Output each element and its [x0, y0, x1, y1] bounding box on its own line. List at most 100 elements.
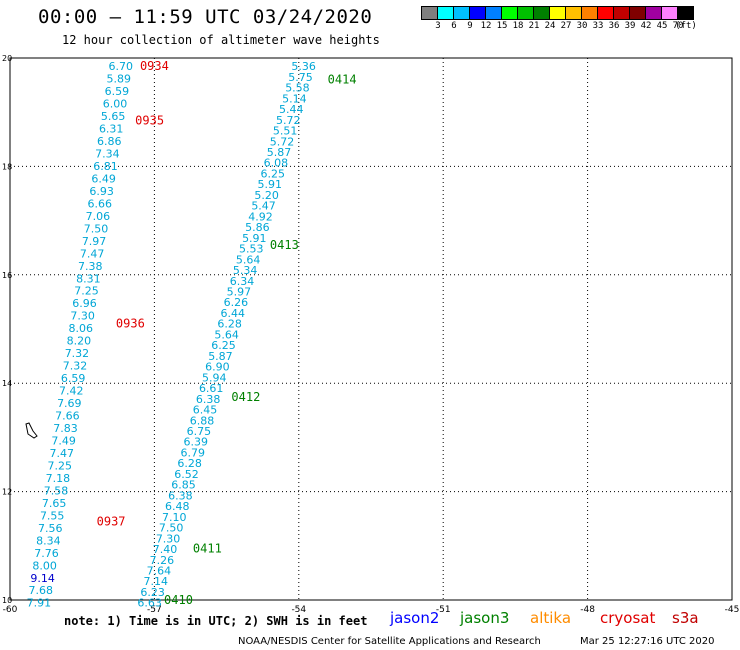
- wave-height-value: 7.25: [48, 459, 73, 472]
- map-frame: [9, 57, 733, 601]
- wave-height-value: 6.75: [187, 425, 212, 438]
- wave-height-value: 7.91: [27, 597, 52, 610]
- wave-height-value: 6.39: [184, 436, 209, 449]
- wave-height-value: 5.97: [227, 285, 252, 298]
- wave-height-value: 7.58: [44, 484, 69, 497]
- color-scale-bar: [421, 6, 694, 20]
- color-scale-label: 21: [528, 21, 540, 31]
- wave-height-value: 7.64: [147, 565, 172, 578]
- wave-height-value: 8.31: [76, 272, 101, 285]
- wave-height-value: 6.00: [103, 98, 128, 111]
- wave-height-value: 8.06: [68, 322, 93, 335]
- lon-tick-label: -45: [725, 605, 740, 615]
- wave-height-value: 5.51: [273, 125, 298, 138]
- pass-time-label: 0934: [140, 59, 169, 73]
- wave-height-value: 6.90: [205, 361, 230, 374]
- wave-height-value: 7.42: [59, 385, 84, 398]
- wave-height-value: 7.68: [29, 584, 54, 597]
- color-scale-labels: 3 6 9 12 15 18 21 24 27 30 33 36 39 42 45 70 (ft): [422, 21, 740, 33]
- generated-timestamp: Mar 25 12:27:16 UTC 2020: [580, 636, 715, 647]
- wave-height-value: 5.20: [254, 189, 279, 202]
- wave-height-value: 6.28: [177, 457, 202, 470]
- wave-height-value: 7.65: [42, 497, 67, 510]
- satellite-legend-item-altika: altika: [530, 609, 572, 627]
- wave-height-value: 6.25: [261, 167, 286, 180]
- color-scale-label: 6: [451, 21, 457, 31]
- wave-height-value: 7.50: [84, 222, 109, 235]
- wave-height-value: 5.91: [242, 232, 267, 245]
- wave-height-value: 5.64: [214, 328, 239, 341]
- wave-height-value: 6.45: [193, 404, 218, 417]
- color-scale-label: 18: [512, 21, 524, 31]
- page-title: 00:00 – 11:59 UTC 03/24/2020: [38, 6, 373, 28]
- wave-height-value: 7.32: [63, 360, 88, 373]
- wave-height-value: 6.44: [221, 307, 246, 320]
- wave-height-value: 7.30: [156, 532, 181, 545]
- wave-height-value: 6.34: [230, 275, 255, 288]
- lon-tick-label: -57: [147, 605, 162, 615]
- wave-height-value: 6.88: [190, 414, 215, 427]
- wave-height-value: 7.06: [86, 210, 111, 223]
- wave-height-value: 6.61: [199, 382, 224, 395]
- wave-height-value: 6.52: [174, 468, 199, 481]
- wave-height-value: 5.75: [288, 71, 313, 84]
- lat-tick-label: 20: [2, 54, 12, 63]
- wave-height-value: 6.59: [61, 372, 86, 385]
- wave-height-value: 5.64: [236, 253, 261, 266]
- lat-tick-label: 16: [2, 271, 12, 280]
- wave-height-value: 7.10: [162, 511, 187, 524]
- wave-height-value: 5.91: [257, 178, 282, 191]
- wave-height-value: 4.92: [248, 210, 273, 223]
- wave-height-value: 8.20: [67, 335, 92, 348]
- wave-height-value: 5.72: [270, 135, 295, 148]
- pass-time-label: 0936: [116, 317, 145, 331]
- units-note: note: 1) Time is in UTC; 2) SWH is in fe…: [64, 614, 368, 628]
- pass-time-label: 0410: [164, 593, 193, 607]
- color-scale-label: 24: [544, 21, 556, 31]
- wave-height-value: 6.86: [97, 135, 122, 148]
- wave-height-value: 5.53: [239, 243, 264, 256]
- wave-height-value: 6.38: [168, 489, 193, 502]
- color-scale-label: 27: [560, 21, 572, 31]
- wave-height-value: 5.89: [107, 73, 132, 86]
- wave-height-value: 7.50: [159, 522, 184, 535]
- color-scale-label: 36: [608, 21, 620, 31]
- color-scale-label: 70: [672, 21, 684, 31]
- wave-height-value: 5.86: [245, 221, 270, 234]
- lon-tick-label: -51: [436, 605, 451, 615]
- wave-height-value: 7.14: [143, 575, 168, 588]
- wave-height-value: 6.96: [72, 297, 97, 310]
- wave-height-value: 5.36: [291, 60, 316, 73]
- wave-height-value: 6.66: [88, 197, 113, 210]
- lon-tick-label: -48: [580, 605, 595, 615]
- wave-height-value: 5.87: [267, 146, 292, 159]
- pass-time-label: 0412: [231, 390, 260, 404]
- wave-height-value: 7.49: [51, 434, 76, 447]
- pass-time-label: 0414: [328, 73, 357, 87]
- lat-tick-label: 10: [2, 596, 12, 605]
- wave-height-value: 6.25: [211, 339, 236, 352]
- pass-time-label: 0935: [135, 113, 164, 127]
- wave-height-value: 7.56: [38, 522, 63, 535]
- wave-height-value: 7.18: [46, 472, 71, 485]
- wave-height-value: 5.87: [208, 350, 233, 363]
- color-scale-label: (ft): [675, 21, 697, 31]
- wave-height-value: 7.66: [55, 410, 80, 423]
- color-scale-label: 12: [480, 21, 492, 31]
- island-outline: [25, 422, 38, 439]
- color-scale-label: 30: [576, 21, 588, 31]
- wave-height-value: 5.34: [233, 264, 258, 277]
- wave-height-value: 6.70: [108, 60, 133, 73]
- wave-height-value: 5.47: [251, 200, 276, 213]
- wave-height-value: 7.47: [80, 247, 105, 260]
- credit-text: NOAA/NESDIS Center for Satellite Applica…: [238, 636, 541, 647]
- wave-height-value: 8.00: [32, 559, 57, 572]
- lat-tick-label: 18: [2, 162, 12, 171]
- wave-height-value: 5.65: [101, 110, 126, 123]
- wave-height-value: 7.26: [150, 554, 175, 567]
- lat-tick-label: 14: [2, 379, 12, 388]
- color-swatch: [677, 6, 694, 20]
- wave-height-value: 5.94: [202, 371, 227, 384]
- wave-height-value: 6.23: [140, 586, 165, 599]
